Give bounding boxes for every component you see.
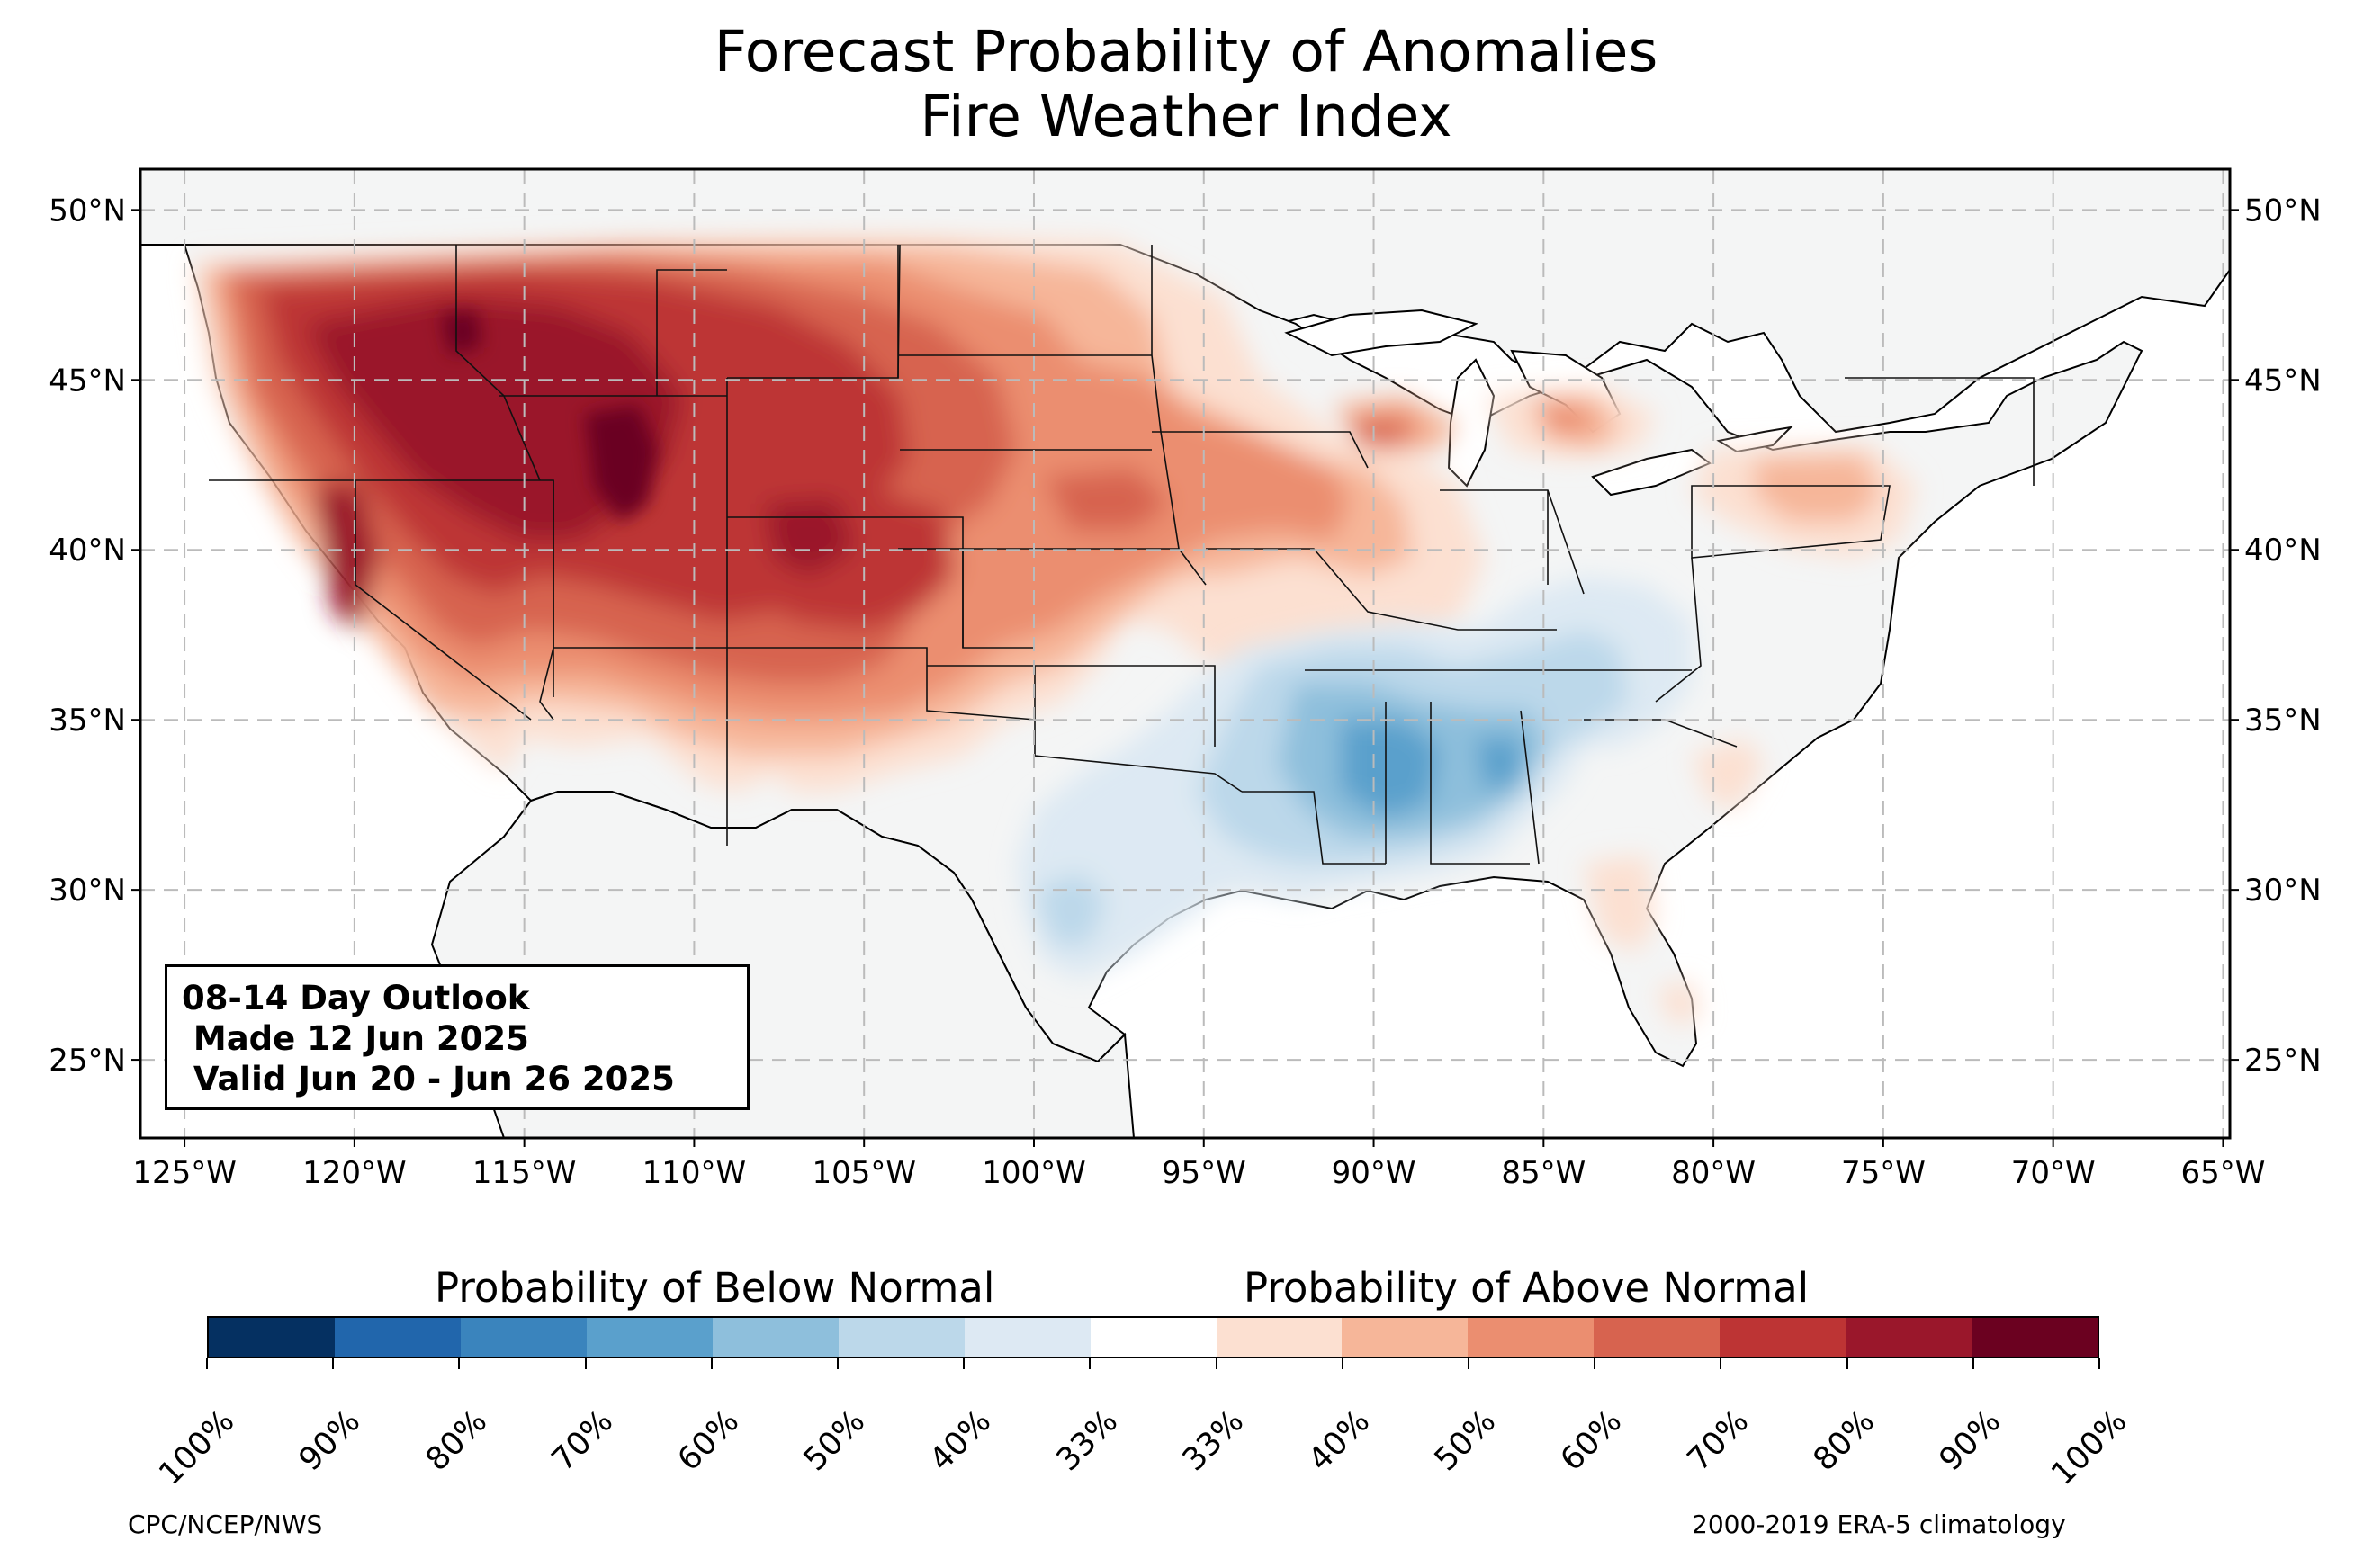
colorbar-tick xyxy=(710,1358,713,1369)
lon-label: 120°W xyxy=(302,1155,407,1191)
colorbar-segment xyxy=(712,1318,839,1357)
colorbar-tick xyxy=(837,1358,839,1369)
lat-label-right: 35°N xyxy=(2244,703,2322,739)
colorbar-segment xyxy=(334,1318,461,1357)
colorbar-tick xyxy=(1468,1358,1469,1369)
colorbar-segment xyxy=(1216,1318,1343,1357)
state-boundaries xyxy=(209,244,2035,865)
colorbar-tick xyxy=(1215,1358,1217,1369)
above-normal-core xyxy=(441,310,657,522)
lat-label-left: 45°N xyxy=(49,363,126,399)
outlook-valid-dates: Valid Jun 20 - Jun 26 2025 xyxy=(182,1060,675,1098)
latitude-labels-left: 50°N 45°N 40°N 35°N 30°N 25°N xyxy=(49,193,140,1079)
lon-label: 65°W xyxy=(2181,1155,2266,1191)
colorbar-tick xyxy=(584,1358,587,1369)
lat-label-right: 30°N xyxy=(2244,873,2322,909)
colorbar-segment xyxy=(1846,1318,1972,1357)
colorbar-above-heading: Probability of Above Normal xyxy=(1244,1264,1810,1312)
longitude-labels: 125°W 120°W 115°W 110°W 105°W 100°W 95°W 90°W 85… xyxy=(132,1138,2265,1191)
lon-label: 105°W xyxy=(812,1155,916,1191)
colorbar-tick xyxy=(1846,1358,1848,1369)
title-line-2: Fire Weather Index xyxy=(920,84,1452,149)
lon-label: 80°W xyxy=(1671,1155,1756,1191)
lon-label: 115°W xyxy=(472,1155,577,1191)
colorbar-tick xyxy=(332,1358,335,1369)
colorbar-segment xyxy=(460,1318,587,1357)
footer-source: CPC/NCEP/NWS xyxy=(128,1510,323,1539)
lon-label: 90°W xyxy=(1332,1155,1416,1191)
lat-label-left: 40°N xyxy=(49,533,126,569)
colorbar-tick xyxy=(1089,1358,1092,1369)
lat-label-left: 25°N xyxy=(49,1043,126,1079)
colorbar-tick xyxy=(1720,1358,1722,1369)
colorbar-segment xyxy=(1972,1318,2098,1357)
lat-label-left: 50°N xyxy=(49,193,126,228)
colorbar-segment xyxy=(1342,1318,1469,1357)
outlook-made-date: Made 12 Jun 2025 xyxy=(182,1019,529,1058)
lat-label-right: 40°N xyxy=(2244,533,2322,569)
below-normal-shading xyxy=(1017,576,1692,981)
lat-label-right: 25°N xyxy=(2244,1043,2322,1079)
footer-climatology: 2000-2019 ERA-5 climatology xyxy=(1692,1510,2066,1539)
lon-label: 125°W xyxy=(132,1155,237,1191)
outlook-period: 08-14 Day Outlook xyxy=(182,979,530,1017)
colorbar-tick xyxy=(963,1358,966,1369)
colorbar-tick xyxy=(1594,1358,1596,1369)
lat-label-left: 30°N xyxy=(49,873,126,909)
colorbar-segment xyxy=(1720,1318,1846,1357)
lon-label: 75°W xyxy=(1841,1155,1926,1191)
colorbar-tick xyxy=(458,1358,461,1369)
colorbar-segment xyxy=(838,1318,965,1357)
map-frame xyxy=(139,167,2232,1140)
colorbar-segment xyxy=(209,1318,335,1357)
colorbar-segment xyxy=(1468,1318,1595,1357)
colorbar-segment xyxy=(586,1318,713,1357)
colorbar-below-heading: Probability of Below Normal xyxy=(435,1264,995,1312)
colorbar-tick xyxy=(1972,1358,1974,1369)
colorbar-tick xyxy=(2098,1358,2100,1369)
outlook-info-box: 08-14 Day Outlook Made 12 Jun 2025 Valid… xyxy=(165,964,750,1110)
lat-label-left: 35°N xyxy=(49,703,126,739)
lon-label: 70°W xyxy=(2011,1155,2096,1191)
lon-label: 95°W xyxy=(1162,1155,1246,1191)
lon-label: 110°W xyxy=(642,1155,747,1191)
title-line-1: Forecast Probability of Anomalies xyxy=(714,19,1658,85)
colorbar-segment xyxy=(1594,1318,1721,1357)
latitude-labels-right: 50°N 45°N 40°N 35°N 30°N 25°N xyxy=(2230,193,2322,1079)
lon-label: 85°W xyxy=(1501,1155,1586,1191)
colorbar-tick xyxy=(206,1358,208,1369)
lon-label: 100°W xyxy=(982,1155,1086,1191)
colorbar-segment xyxy=(964,1318,1091,1357)
lat-label-right: 45°N xyxy=(2244,363,2322,399)
colorbar-tick xyxy=(1341,1358,1343,1369)
colorbar xyxy=(207,1316,2099,1358)
colorbar-segment xyxy=(1090,1318,1217,1357)
map-title: Forecast Probability of Anomalies Fire W… xyxy=(0,20,2372,149)
lat-label-right: 50°N xyxy=(2244,193,2322,228)
